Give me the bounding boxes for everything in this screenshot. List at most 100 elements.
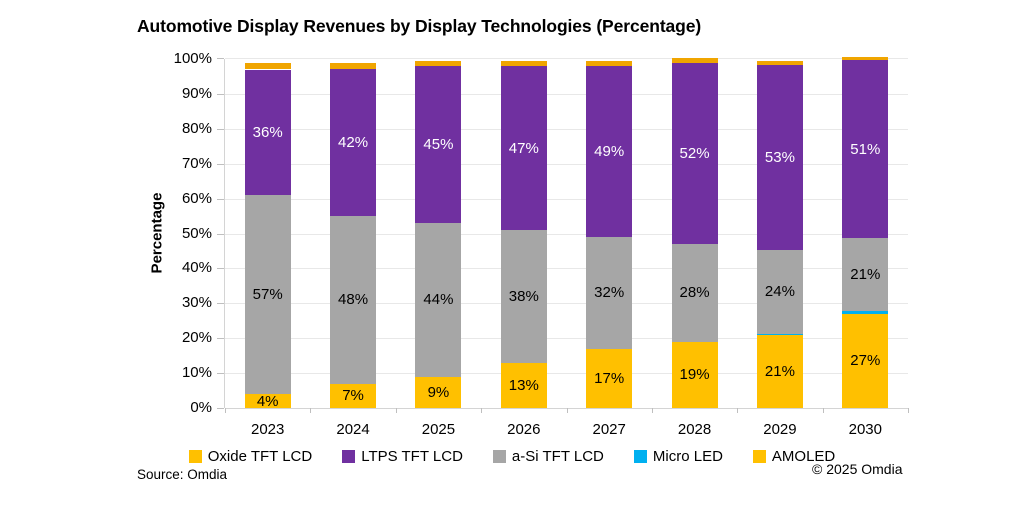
gridline bbox=[225, 268, 908, 270]
copyright-note: © 2025 Omdia bbox=[812, 461, 903, 477]
x-axis-tick-label: 2026 bbox=[507, 421, 541, 438]
legend-swatch bbox=[492, 450, 506, 463]
y-axis-tick-label: 100% bbox=[173, 50, 212, 67]
x-axis-tick-label: 2030 bbox=[848, 421, 882, 438]
segment-label: 51% bbox=[850, 140, 881, 158]
gridline bbox=[225, 233, 908, 235]
gridline bbox=[225, 93, 908, 95]
bar-2027: 17% 32% 49% bbox=[586, 59, 633, 408]
segment-label: 49% bbox=[594, 143, 625, 160]
y-axis-tick-label: 70% bbox=[181, 154, 212, 172]
x-axis-tick bbox=[225, 408, 226, 413]
segment-label: 48% bbox=[338, 291, 369, 309]
segment-label: 19% bbox=[679, 366, 710, 384]
segment-label: 27% bbox=[850, 352, 881, 370]
segment-label: 36% bbox=[252, 123, 283, 141]
x-axis-tick bbox=[395, 408, 397, 413]
legend-label: Oxide TFT LCD bbox=[207, 448, 313, 465]
segment-label: 28% bbox=[679, 284, 710, 302]
segment-label: 17% bbox=[594, 369, 625, 387]
legend-item-micro-led: Micro LED bbox=[633, 448, 723, 465]
segment-amoled bbox=[756, 60, 803, 65]
y-axis-tick bbox=[217, 58, 224, 59]
segment-amoled bbox=[415, 60, 462, 66]
y-axis-tick bbox=[217, 408, 224, 409]
y-axis-tick-label: 10% bbox=[181, 364, 212, 382]
y-axis-tick bbox=[217, 233, 224, 235]
plot-area: 4% 57% 36% 7% 48% 42% 9% 44% 45% 13% 38% 47% 17% 32% 4… bbox=[217, 57, 909, 413]
y-axis-tick-label: 20% bbox=[181, 329, 212, 347]
chart-title: Automotive Display Revenues by Display T… bbox=[137, 16, 702, 36]
bar-2028: 19% 28% 52% bbox=[671, 57, 718, 408]
segment-amoled bbox=[586, 60, 633, 66]
y-axis-tick-label: 60% bbox=[181, 189, 212, 207]
x-axis-tick-label: 2025 bbox=[421, 421, 456, 438]
segment-amoled bbox=[671, 57, 718, 63]
segment-label: 42% bbox=[338, 134, 369, 152]
segment-amoled bbox=[500, 60, 547, 66]
segment-a-si-tft-lcd: 32% bbox=[586, 237, 633, 349]
segment-a-si-tft-lcd: 38% bbox=[500, 230, 547, 363]
segment-label: 47% bbox=[508, 139, 539, 157]
legend-item-a-si-tft-lcd: a-Si TFT LCD bbox=[492, 448, 604, 465]
segment-micro-led bbox=[756, 333, 803, 335]
segment-oxide-tft-lcd: 27% bbox=[842, 313, 889, 408]
segment-oxide-tft-lcd: 19% bbox=[671, 341, 718, 408]
y-axis-tick-label: 30% bbox=[181, 294, 212, 312]
segment-ltps-tft-lcd: 52% bbox=[671, 62, 718, 244]
segment-oxide-tft-lcd: 21% bbox=[756, 334, 803, 408]
x-axis-tick-label: 2029 bbox=[763, 421, 797, 438]
segment-label: 45% bbox=[423, 136, 454, 153]
legend-label: a-Si TFT LCD bbox=[511, 448, 604, 465]
legend-label: LTPS TFT LCD bbox=[361, 448, 463, 465]
bar-2030: 27% 21% 51% bbox=[842, 57, 889, 408]
segment-oxide-tft-lcd: 9% bbox=[415, 376, 462, 408]
legend-label: AMOLED bbox=[771, 448, 836, 465]
y-axis-tick bbox=[217, 303, 224, 305]
segment-oxide-tft-lcd: 7% bbox=[330, 383, 377, 408]
segment-label: 38% bbox=[508, 287, 539, 305]
segment-ltps-tft-lcd: 42% bbox=[330, 69, 377, 217]
x-axis-tick bbox=[566, 408, 568, 413]
segment-a-si-tft-lcd: 24% bbox=[756, 249, 803, 334]
y-axis-tick-label: 80% bbox=[181, 119, 212, 137]
segment-oxide-tft-lcd: 17% bbox=[586, 348, 633, 408]
y-axis-tick bbox=[217, 93, 224, 95]
bar-2024: 7% 48% 42% bbox=[330, 59, 377, 408]
legend: Oxide TFT LCD LTPS TFT LCD a-Si TFT LCD Mic… bbox=[0, 448, 1024, 465]
gridline bbox=[225, 198, 908, 200]
segment-label: 21% bbox=[850, 266, 881, 284]
y-axis-tick-label: 90% bbox=[181, 84, 212, 102]
x-axis-tick-label: 2024 bbox=[336, 421, 370, 438]
segment-oxide-tft-lcd: 13% bbox=[500, 362, 547, 408]
segment-label: 53% bbox=[764, 148, 795, 166]
bar-2026: 13% 38% 47% bbox=[500, 59, 547, 408]
x-axis-tick bbox=[310, 408, 312, 413]
x-axis-tick-label: 2028 bbox=[677, 421, 712, 438]
y-axis-tick-label: 50% bbox=[181, 224, 212, 242]
legend-item-oxide-tft-lcd: Oxide TFT LCD bbox=[188, 448, 313, 465]
segment-label: 24% bbox=[764, 283, 795, 301]
legend-swatch bbox=[342, 450, 356, 463]
segment-label: 21% bbox=[764, 362, 795, 380]
y-axis-tick bbox=[217, 198, 224, 200]
segment-a-si-tft-lcd: 57% bbox=[244, 195, 291, 395]
y-axis-tick bbox=[217, 373, 224, 375]
segment-a-si-tft-lcd: 28% bbox=[671, 243, 718, 342]
source-note: Source: Omdia bbox=[137, 467, 228, 482]
segment-micro-led bbox=[842, 311, 889, 314]
bar-2029: 21% 24% 53% bbox=[756, 59, 803, 408]
segment-ltps-tft-lcd: 53% bbox=[756, 64, 803, 250]
y-axis-tick bbox=[217, 338, 224, 340]
y-axis-tick bbox=[217, 163, 224, 165]
gridline bbox=[225, 58, 908, 59]
legend-swatch bbox=[633, 450, 647, 463]
segment-label: 7% bbox=[342, 387, 364, 405]
gridline bbox=[225, 373, 908, 375]
x-axis-tick-label: 2023 bbox=[251, 421, 285, 438]
x-axis-tick bbox=[822, 408, 824, 413]
segment-ltps-tft-lcd: 47% bbox=[500, 66, 547, 231]
segment-label: 13% bbox=[508, 376, 539, 394]
segment-label: 44% bbox=[423, 291, 454, 309]
segment-label: 52% bbox=[679, 144, 710, 162]
